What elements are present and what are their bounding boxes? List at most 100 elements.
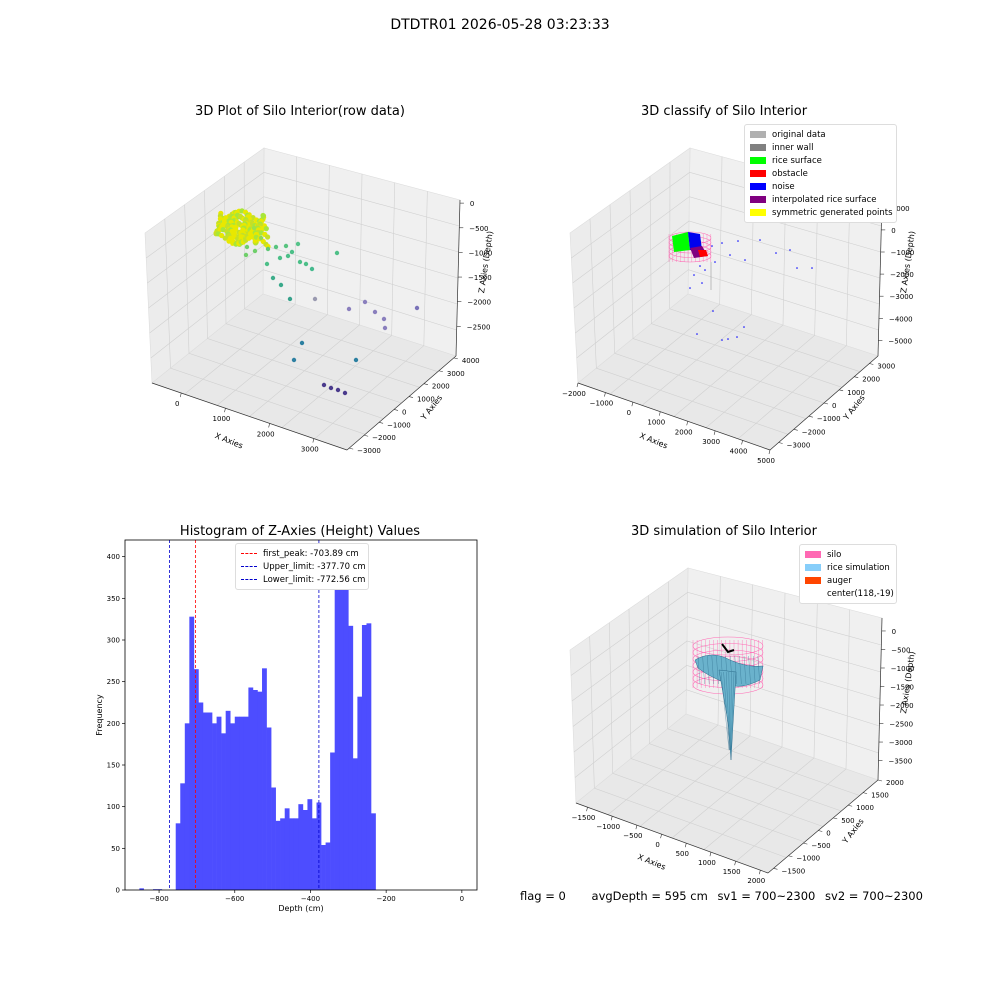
- panel2-noise-point: [743, 326, 745, 328]
- histogram-bar: [284, 808, 290, 890]
- panel2-x-tick-label: 2000: [675, 428, 693, 436]
- panel2-classified-points: [668, 231, 813, 341]
- panel4-x-tick-label: 500: [676, 850, 689, 858]
- panel2-noise-point: [696, 333, 698, 335]
- panel4-mesh-line: [716, 655, 719, 685]
- panel1-y-tick-label: −2000: [372, 434, 396, 442]
- panel2-y-tick-label: 3000: [877, 363, 895, 371]
- histogram-x-tick-label: 0: [460, 895, 464, 903]
- panel2-noise-point: [744, 259, 746, 261]
- panel1-point: [236, 220, 242, 227]
- histogram-bar: [207, 712, 213, 890]
- panel1-point: [222, 235, 228, 241]
- panel1-point: [353, 357, 359, 363]
- sv2-text: sv2 = 700~2300: [825, 889, 923, 903]
- panel4-y-tick-label: 1000: [856, 804, 874, 812]
- panel4-z-tick-label: −3000: [889, 739, 913, 747]
- panel2-noise-point: [721, 339, 723, 341]
- panel1-y-tick-label: −3000: [357, 447, 381, 455]
- panel2-noise-point: [704, 269, 706, 271]
- panel2-noise-point: [701, 282, 703, 284]
- panel1-y-tick-label: −1000: [387, 421, 411, 429]
- panel4-title: 3D simulation of Silo Interior: [631, 524, 817, 539]
- histogram-bar: [216, 716, 222, 890]
- histogram-bar: [212, 723, 217, 890]
- panel2-noise-point: [693, 274, 695, 276]
- panel2-z-tick-label: −3000: [890, 293, 914, 301]
- panel1-point: [283, 243, 289, 249]
- panel1-y-tick: [438, 370, 443, 373]
- histogram-bar: [262, 668, 267, 890]
- panel1-z-tick-label: −1500: [468, 274, 492, 282]
- histogram-x-tick-label: −600: [225, 895, 244, 903]
- panel4-z-tick-label: −500: [891, 646, 910, 654]
- legend-swatch: [750, 157, 766, 164]
- panel2-grid-z: [572, 196, 881, 284]
- panel1-x-tick: [312, 438, 315, 443]
- panel2-y-tick: [869, 363, 874, 365]
- panel1-y-tick-label: 0: [402, 408, 406, 416]
- histogram-bar: [280, 818, 286, 890]
- panel2-z-tick-label: −2000: [890, 271, 914, 279]
- histogram-plot: −800 −600 −400 −200 0 0 50 100 150 200 250 300 350 40…: [95, 539, 478, 913]
- panel4-grid-x: [735, 609, 850, 862]
- panel1-point: [372, 309, 378, 315]
- legend-label: original data: [772, 129, 826, 140]
- histogram-bar: [352, 758, 358, 890]
- histogram-bar: [243, 716, 249, 890]
- panel1-y-tick: [364, 434, 369, 437]
- panel4-y-tick: [818, 830, 823, 832]
- panel4-z-tick-label: −1500: [890, 684, 914, 692]
- panel2-y-tick: [778, 442, 783, 444]
- panel4-z-tick-label: 0: [892, 628, 896, 636]
- histogram-bar: [234, 716, 240, 890]
- panel2-noise-point: [689, 287, 691, 289]
- panel4-funnel-mesh: [730, 671, 732, 751]
- panel2-x-axis: [577, 382, 771, 451]
- panel2-z-tick-label: −1000: [891, 249, 915, 257]
- panel1-point: [264, 261, 270, 267]
- panel2-noise-point: [729, 254, 731, 256]
- panel2-y-tick-label: −2000: [802, 428, 826, 436]
- panel4-mesh-line: [753, 655, 756, 685]
- panel4-grid-y: [667, 581, 860, 796]
- panel2-x-tick-label: 5000: [757, 457, 775, 465]
- panel2-x-tick: [686, 421, 689, 426]
- panel2-noise-point: [721, 242, 723, 244]
- panel2-y-tick-label: 1000: [847, 389, 865, 397]
- panel1-y-tick: [393, 409, 399, 411]
- panel1-point: [289, 249, 295, 255]
- histogram-bar: [202, 712, 208, 890]
- histogram-bar: [175, 823, 181, 890]
- histogram-bar: [302, 810, 308, 890]
- panel2-x-tick-label: 0: [627, 409, 631, 417]
- panel4-x-tick-label: −1500: [572, 814, 596, 822]
- panel3-title: Histogram of Z-Axies (Height) Values: [179, 524, 421, 539]
- legend-entry: interpolated rice surface: [750, 193, 891, 206]
- panel4-z-tick-label: −3500: [888, 758, 912, 766]
- legend-swatch: [750, 183, 766, 190]
- panel2-x-tick: [713, 430, 716, 435]
- panel1-grid-z: [147, 196, 459, 284]
- panel4-y-tick-label: −1000: [796, 855, 820, 863]
- histogram-bar: [298, 804, 304, 890]
- legend-label: inner wall: [772, 142, 814, 153]
- panel4-y-tick: [833, 817, 838, 820]
- panel4-y-tick-label: 500: [841, 817, 854, 825]
- panel1-x-tick: [268, 423, 270, 428]
- panel1-grid-x: [314, 191, 428, 440]
- panel4-x-tick-label: 2000: [747, 877, 765, 885]
- histogram-y-tick-label: 150: [107, 762, 120, 770]
- panel4-y-tick: [803, 842, 808, 845]
- legend-label: Upper_limit: -377.70 cm: [263, 561, 366, 572]
- panel1-point: [321, 382, 327, 388]
- panel1-point: [258, 235, 264, 241]
- histogram-bar: [343, 581, 349, 890]
- status-footer: flag = 0 avgDepth = 595 cm sv1 = 700~230…: [520, 889, 933, 903]
- legend-entry: noise: [750, 180, 891, 193]
- histogram-bar: [193, 669, 199, 890]
- panel4-funnel-mesh: [723, 671, 730, 751]
- legend-swatch: [805, 564, 821, 571]
- panel2-y-tick-label: −3000: [787, 441, 811, 449]
